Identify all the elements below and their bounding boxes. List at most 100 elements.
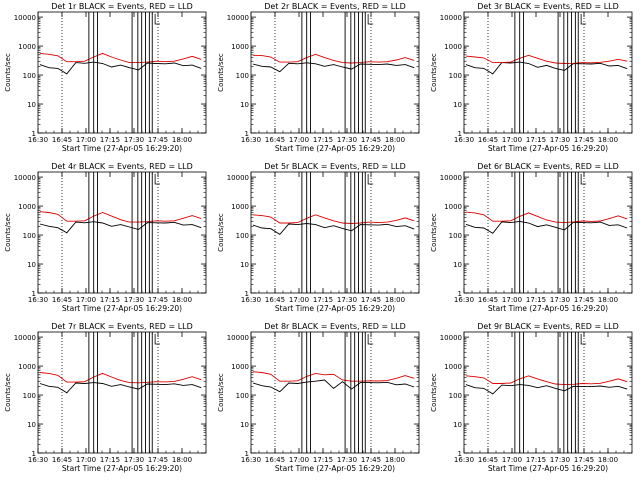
- x-tick-label: 17:00: [289, 456, 309, 464]
- y-tick-label: 1000: [231, 363, 249, 371]
- y-tick-label: 10000: [440, 174, 462, 182]
- plot-frame: [250, 171, 420, 294]
- x-tick-label: 17:45: [148, 456, 168, 464]
- x-tick-label: 16:45: [265, 296, 285, 304]
- x-tick-label: 17:15: [526, 456, 546, 464]
- y-tick-label: 10: [453, 101, 462, 109]
- plot-frame: [37, 11, 207, 134]
- y-tick-label: 1000: [444, 43, 462, 51]
- x-axis-title: Start Time (27-Apr-05 16:29:20): [62, 464, 182, 473]
- detector-panel: Det 3r BLACK = Events, RED = LLD 1 10 100 10…: [430, 2, 633, 153]
- y-axis-title: Counts/sec: [4, 373, 12, 412]
- x-tick-label: 17:00: [502, 136, 522, 144]
- x-tick-label: 18:00: [598, 456, 618, 464]
- x-axis-title: Start Time (27-Apr-05 16:29:20): [488, 464, 608, 473]
- x-tick-label: 17:45: [361, 136, 381, 144]
- x-tick-label: 16:45: [52, 296, 72, 304]
- y-tick-label: 100: [236, 392, 249, 400]
- y-tick-label: 10000: [227, 334, 249, 342]
- y-tick-label: 10000: [14, 14, 36, 22]
- x-tick-label: 17:30: [124, 456, 144, 464]
- detector-panel: Det 6r BLACK = Events, RED = LLD 1 10 100 10…: [430, 162, 633, 313]
- events-series-line: [465, 220, 628, 234]
- panel-title: Det 8r BLACK = Events, RED = LLD: [264, 322, 406, 331]
- x-axis-title: Start Time (27-Apr-05 16:29:20): [488, 144, 608, 153]
- plot-frame: [250, 11, 420, 134]
- y-tick-label: 100: [449, 232, 462, 240]
- y-axis-title: Counts/sec: [430, 53, 438, 92]
- x-tick-label: 16:30: [28, 456, 48, 464]
- events-series-line: [252, 379, 415, 393]
- y-tick-label: 1: [245, 450, 249, 458]
- x-tick-label: 17:45: [148, 136, 168, 144]
- x-tick-label: 18:00: [598, 296, 618, 304]
- events-series-line: [465, 61, 628, 75]
- y-tick-label: 10: [27, 101, 36, 109]
- saa-bracket-marker: [154, 334, 161, 345]
- x-tick-label: 18:00: [172, 136, 192, 144]
- saa-bracket-marker: [580, 14, 587, 25]
- y-tick-label: 10000: [227, 14, 249, 22]
- x-tick-label: 16:45: [478, 456, 498, 464]
- x-tick-label: 16:30: [28, 136, 48, 144]
- x-axis-title: Start Time (27-Apr-05 16:29:20): [275, 464, 395, 473]
- detector-panel: Det 5r BLACK = Events, RED = LLD 1 10 100 10…: [217, 162, 420, 313]
- y-tick-label: 10: [240, 421, 249, 429]
- y-tick-label: 100: [236, 232, 249, 240]
- x-tick-label: 17:15: [526, 296, 546, 304]
- x-tick-label: 18:00: [598, 136, 618, 144]
- detector-panel: Det 8r BLACK = Events, RED = LLD 1 10 100 10…: [217, 322, 420, 473]
- x-tick-label: 17:30: [550, 456, 570, 464]
- x-tick-label: 18:00: [385, 136, 405, 144]
- y-tick-label: 10: [453, 421, 462, 429]
- lld-series-line: [39, 52, 202, 64]
- y-axis-title: Counts/sec: [4, 53, 12, 92]
- y-axis-title: Counts/sec: [217, 213, 225, 252]
- y-tick-label: 1000: [18, 203, 36, 211]
- saa-bracket-marker: [154, 174, 161, 185]
- saa-bracket-marker: [367, 334, 374, 345]
- x-tick-label: 17:30: [124, 296, 144, 304]
- x-tick-label: 17:00: [289, 296, 309, 304]
- lld-series-line: [39, 211, 202, 223]
- y-tick-label: 1: [245, 290, 249, 298]
- lld-series-line: [252, 214, 415, 224]
- y-tick-label: 1000: [231, 43, 249, 51]
- x-tick-label: 18:00: [172, 456, 192, 464]
- detector-panel: Det 1r BLACK = Events, RED = LLD 1 10 100 10…: [4, 2, 207, 153]
- x-tick-label: 17:15: [526, 136, 546, 144]
- plot-frame: [463, 11, 633, 134]
- panel-title: Det 5r BLACK = Events, RED = LLD: [264, 162, 406, 171]
- detector-panel: Det 9r BLACK = Events, RED = LLD 1 10 100 10…: [430, 322, 633, 473]
- x-tick-label: 16:30: [241, 456, 261, 464]
- saa-bracket-marker: [580, 334, 587, 345]
- y-tick-label: 1: [32, 290, 36, 298]
- x-tick-label: 16:30: [454, 456, 474, 464]
- y-tick-label: 10: [453, 261, 462, 269]
- x-tick-label: 17:45: [574, 456, 594, 464]
- panel-title: Det 6r BLACK = Events, RED = LLD: [477, 162, 619, 171]
- x-tick-label: 16:45: [478, 296, 498, 304]
- x-axis-title: Start Time (27-Apr-05 16:29:20): [275, 144, 395, 153]
- x-tick-label: 17:15: [100, 296, 120, 304]
- panel-title: Det 1r BLACK = Events, RED = LLD: [51, 2, 193, 11]
- x-tick-label: 16:45: [52, 456, 72, 464]
- y-tick-label: 1: [458, 290, 462, 298]
- plot-frame: [463, 331, 633, 454]
- y-tick-label: 10000: [14, 334, 36, 342]
- lld-series-line: [252, 53, 415, 64]
- x-tick-label: 16:30: [28, 296, 48, 304]
- x-tick-label: 17:45: [361, 456, 381, 464]
- detector-panel: Det 2r BLACK = Events, RED = LLD 1 10 100 10…: [217, 2, 420, 153]
- x-tick-label: 17:30: [124, 136, 144, 144]
- lld-series-line: [465, 54, 628, 64]
- plot-frame: [37, 331, 207, 454]
- x-tick-label: 17:15: [313, 456, 333, 464]
- x-axis-title: Start Time (27-Apr-05 16:29:20): [62, 144, 182, 153]
- x-tick-label: 17:15: [100, 456, 120, 464]
- panel-title: Det 2r BLACK = Events, RED = LLD: [264, 2, 406, 11]
- x-tick-label: 17:00: [502, 296, 522, 304]
- x-tick-label: 16:30: [241, 296, 261, 304]
- x-tick-label: 17:15: [100, 136, 120, 144]
- x-tick-label: 17:45: [148, 296, 168, 304]
